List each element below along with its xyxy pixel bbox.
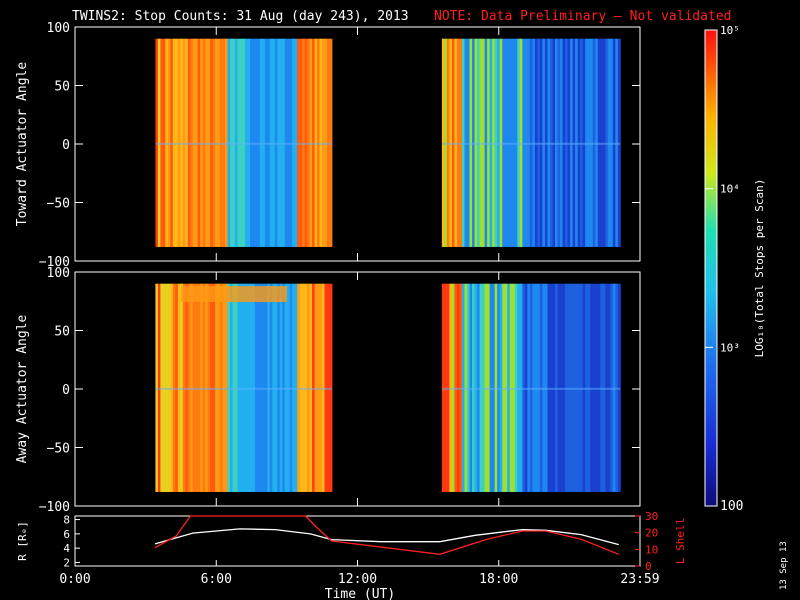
colorbar-tick-label: 10⁴ (720, 183, 740, 196)
heatmap-zero-band (441, 387, 621, 390)
y-tick-label: 100 (47, 266, 70, 281)
ylabel-toward: Toward Actuator Angle (15, 62, 30, 227)
orbit-lines (154, 515, 620, 555)
x-tick-label: 23:59 (620, 572, 659, 587)
heatmap-zero-band (155, 142, 332, 145)
left-tick-label: 2 (63, 556, 70, 569)
right-tick-label: 10 (645, 543, 658, 556)
left-tick-label: 4 (63, 542, 70, 555)
heatmap-zero-band (441, 142, 621, 145)
colorbar-tick-label: 10⁵ (720, 24, 740, 37)
heatmap-top-band (180, 286, 287, 303)
axes: 100500−50−100100500−50−100864230201000:0… (39, 21, 660, 587)
colorbar (704, 29, 718, 507)
colorbar-tick-label: 100 (720, 499, 743, 514)
ylabel-r: R [Rₑ] (16, 521, 29, 561)
right-tick-label: 30 (645, 510, 658, 523)
heatmap-zero-band (155, 387, 332, 390)
x-tick-label: 0:00 (59, 572, 90, 587)
y-tick-label: 50 (54, 80, 70, 95)
ylabel-lshell: L Shell (674, 518, 687, 564)
y-tick-label: −100 (39, 255, 70, 270)
colorbar-ticks: 10⁵ 10⁴ 10³ 100 (705, 24, 743, 514)
y-tick-label: 100 (47, 21, 70, 36)
left-tick-label: 6 (63, 528, 70, 541)
r-line (154, 528, 619, 546)
y-tick-label: −50 (47, 442, 70, 457)
xlabel-time: Time (UT) (325, 587, 395, 600)
date-stamp: 13 Sep 13 (779, 541, 789, 590)
colorbar-label: LOG₁₀(Total Stops per Scan) (753, 179, 766, 358)
colorbar-tick-label: 10³ (720, 341, 740, 354)
preliminary-note: NOTE: Data Preliminary – Not validated (434, 9, 731, 24)
y-tick-label: −50 (47, 197, 70, 212)
y-tick-label: 0 (62, 138, 70, 153)
x-tick-label: 18:00 (479, 572, 518, 587)
x-tick-label: 6:00 (201, 572, 232, 587)
chart-title: TWINS2: Stop Counts: 31 Aug (day 243), 2… (72, 9, 409, 24)
y-tick-label: 0 (62, 383, 70, 398)
y-tick-label: 50 (54, 325, 70, 340)
lshell-line (154, 515, 620, 555)
ylabel-away: Away Actuator Angle (15, 314, 30, 463)
left-tick-label: 8 (63, 514, 70, 527)
right-tick-label: 20 (645, 527, 658, 540)
y-tick-label: −100 (39, 500, 70, 515)
right-tick-label: 0 (645, 560, 652, 573)
x-tick-label: 12:00 (338, 572, 377, 587)
heatmaps (155, 38, 621, 492)
